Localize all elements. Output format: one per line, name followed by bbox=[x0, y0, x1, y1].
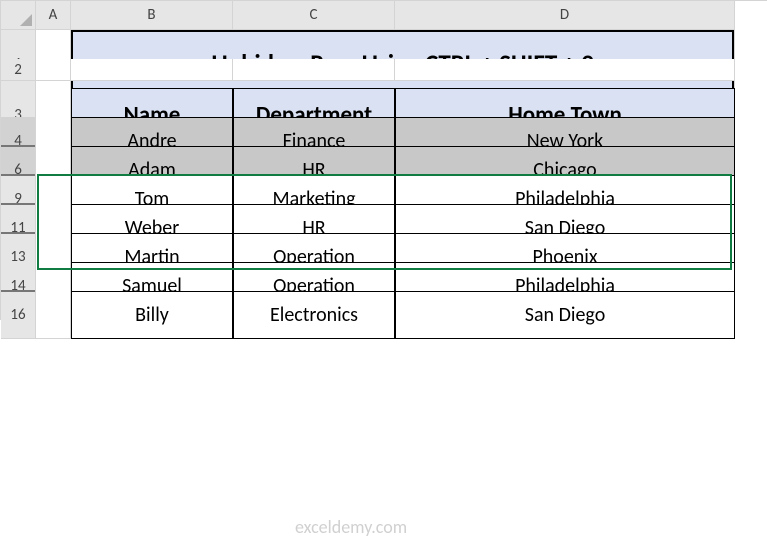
cell-D2[interactable] bbox=[395, 59, 735, 81]
cell-A16[interactable] bbox=[36, 291, 71, 339]
cell-B16[interactable]: Billy bbox=[71, 291, 233, 339]
row-header-16[interactable]: 16 bbox=[1, 291, 36, 339]
col-header-B[interactable]: B bbox=[71, 1, 233, 30]
cell-A2[interactable] bbox=[36, 59, 71, 81]
worksheet-grid[interactable]: A B C D 1 Unhide a Row Using CTRL + SHIF… bbox=[0, 0, 767, 320]
col-header-A[interactable]: A bbox=[36, 1, 71, 30]
col-header-D[interactable]: D bbox=[395, 1, 735, 30]
select-all-corner[interactable] bbox=[1, 1, 36, 30]
cell-B2[interactable] bbox=[71, 59, 233, 81]
cell-C16[interactable]: Electronics bbox=[233, 291, 395, 339]
watermark-text: exceldemy.com bbox=[295, 516, 407, 538]
cell-D16[interactable]: San Diego bbox=[395, 291, 735, 339]
cell-C2[interactable] bbox=[233, 59, 395, 81]
col-header-C[interactable]: C bbox=[233, 1, 395, 30]
row-header-2[interactable]: 2 bbox=[1, 59, 36, 81]
